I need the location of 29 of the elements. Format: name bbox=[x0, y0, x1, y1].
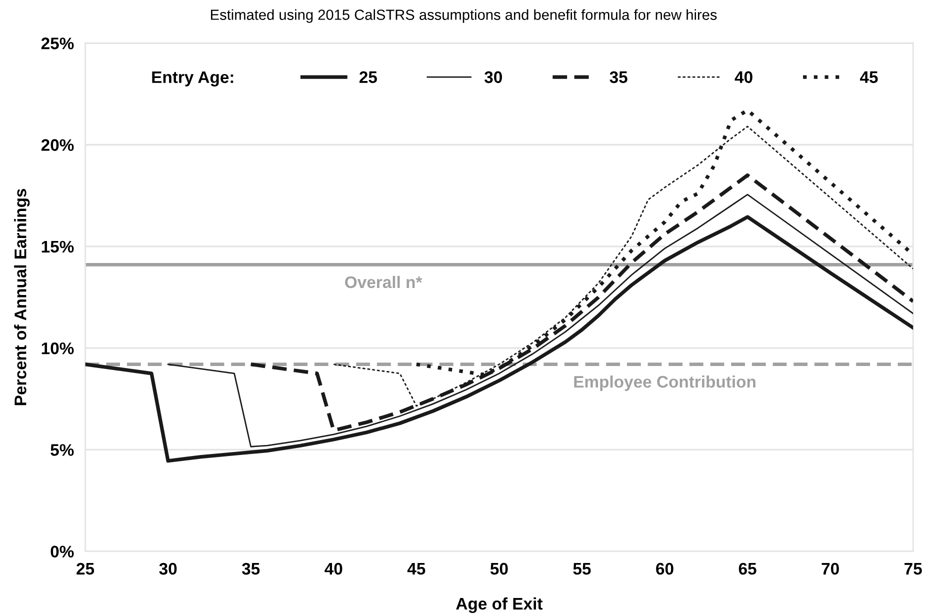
ref-line-label: Overall n* bbox=[345, 276, 422, 288]
x-tick-label: 40 bbox=[324, 562, 342, 575]
legend-label: 35 bbox=[610, 71, 628, 84]
chart-title: Estimated using 2015 CalSTRS assumptions and benefit formula for new hires bbox=[210, 9, 717, 23]
x-tick-label: 75 bbox=[904, 563, 922, 575]
x-tick-label: 55 bbox=[573, 563, 591, 575]
x-tick-label: 65 bbox=[738, 562, 756, 575]
x-tick-label: 70 bbox=[822, 562, 839, 575]
y-axis-title: Percent of Annual Earnings bbox=[14, 188, 30, 406]
y-tick-label: 15% bbox=[42, 240, 74, 253]
legend-label: 40 bbox=[734, 71, 752, 84]
y-tick-label: 20% bbox=[41, 139, 74, 151]
x-axis-title: Age of Exit bbox=[456, 597, 543, 614]
legend-label: 45 bbox=[860, 71, 878, 84]
x-tick-label: 30 bbox=[159, 562, 177, 575]
x-tick-label: 45 bbox=[407, 563, 426, 575]
x-tick-label: 60 bbox=[656, 562, 674, 575]
y-tick-label: 25% bbox=[41, 38, 74, 50]
line-series bbox=[85, 215, 914, 463]
legend-label: 25 bbox=[359, 71, 377, 84]
legend-title: Entry Age: bbox=[152, 71, 234, 86]
ref-line-label: Employee Contribution bbox=[574, 375, 756, 392]
legend-label: 30 bbox=[484, 71, 502, 84]
x-tick-label: 35 bbox=[242, 562, 260, 575]
y-tick-label: 10% bbox=[42, 342, 74, 354]
x-tick-label: 50 bbox=[490, 562, 508, 575]
x-tick-label: 25 bbox=[76, 562, 94, 575]
y-tick-label: 5% bbox=[50, 444, 74, 456]
y-tick-label: 0% bbox=[50, 546, 74, 558]
